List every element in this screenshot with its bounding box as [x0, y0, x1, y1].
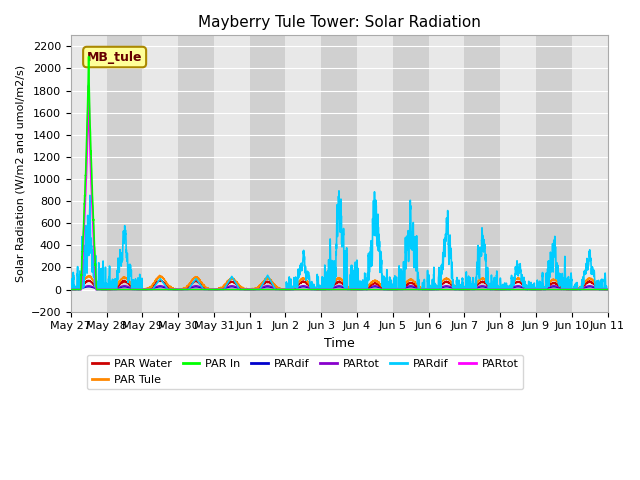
Bar: [71, 36, 106, 312]
Legend: PAR Water, PAR Tule, PAR In, PARdif, PARtot, PARdif, PARtot: PAR Water, PAR Tule, PAR In, PARdif, PAR…: [87, 355, 523, 389]
Bar: [393, 36, 429, 312]
X-axis label: Time: Time: [324, 337, 355, 350]
Bar: [500, 36, 536, 312]
Bar: [321, 36, 357, 312]
Bar: [106, 36, 142, 312]
Bar: [214, 36, 250, 312]
Bar: [250, 36, 285, 312]
Bar: [285, 36, 321, 312]
Title: Mayberry Tule Tower: Solar Radiation: Mayberry Tule Tower: Solar Radiation: [198, 15, 481, 30]
Bar: [142, 36, 178, 312]
Bar: [465, 36, 500, 312]
Bar: [429, 36, 465, 312]
Bar: [357, 36, 393, 312]
Bar: [572, 36, 607, 312]
Bar: [178, 36, 214, 312]
Y-axis label: Solar Radiation (W/m2 and umol/m2/s): Solar Radiation (W/m2 and umol/m2/s): [15, 65, 25, 282]
Text: MB_tule: MB_tule: [87, 50, 142, 63]
Bar: [536, 36, 572, 312]
